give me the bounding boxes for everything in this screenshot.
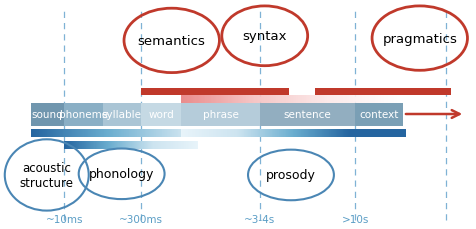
Bar	[102, 103, 140, 126]
Bar	[259, 103, 355, 126]
Text: prosody: prosody	[266, 169, 315, 182]
Bar	[140, 88, 288, 96]
Bar	[31, 103, 64, 126]
Text: phoneme: phoneme	[59, 109, 108, 120]
Text: syntax: syntax	[242, 30, 287, 43]
Text: ~3-4s: ~3-4s	[244, 215, 275, 224]
Text: ~10ms: ~10ms	[46, 215, 83, 224]
Text: pragmatics: pragmatics	[382, 33, 456, 45]
Text: phrase: phrase	[202, 109, 238, 120]
Text: sound: sound	[32, 109, 63, 120]
Text: syllable: syllable	[101, 109, 141, 120]
Bar	[181, 103, 259, 126]
Text: word: word	[148, 109, 173, 120]
Text: acoustic
structure: acoustic structure	[20, 161, 74, 189]
Text: ~300ms: ~300ms	[119, 215, 162, 224]
Bar	[64, 103, 102, 126]
Text: phonology: phonology	[89, 168, 154, 180]
Text: semantics: semantics	[138, 35, 205, 48]
Bar	[140, 103, 181, 126]
Bar	[355, 103, 402, 126]
Text: sentence: sentence	[283, 109, 331, 120]
Bar	[314, 88, 450, 96]
Text: context: context	[359, 109, 398, 120]
Text: >10s: >10s	[341, 215, 368, 224]
